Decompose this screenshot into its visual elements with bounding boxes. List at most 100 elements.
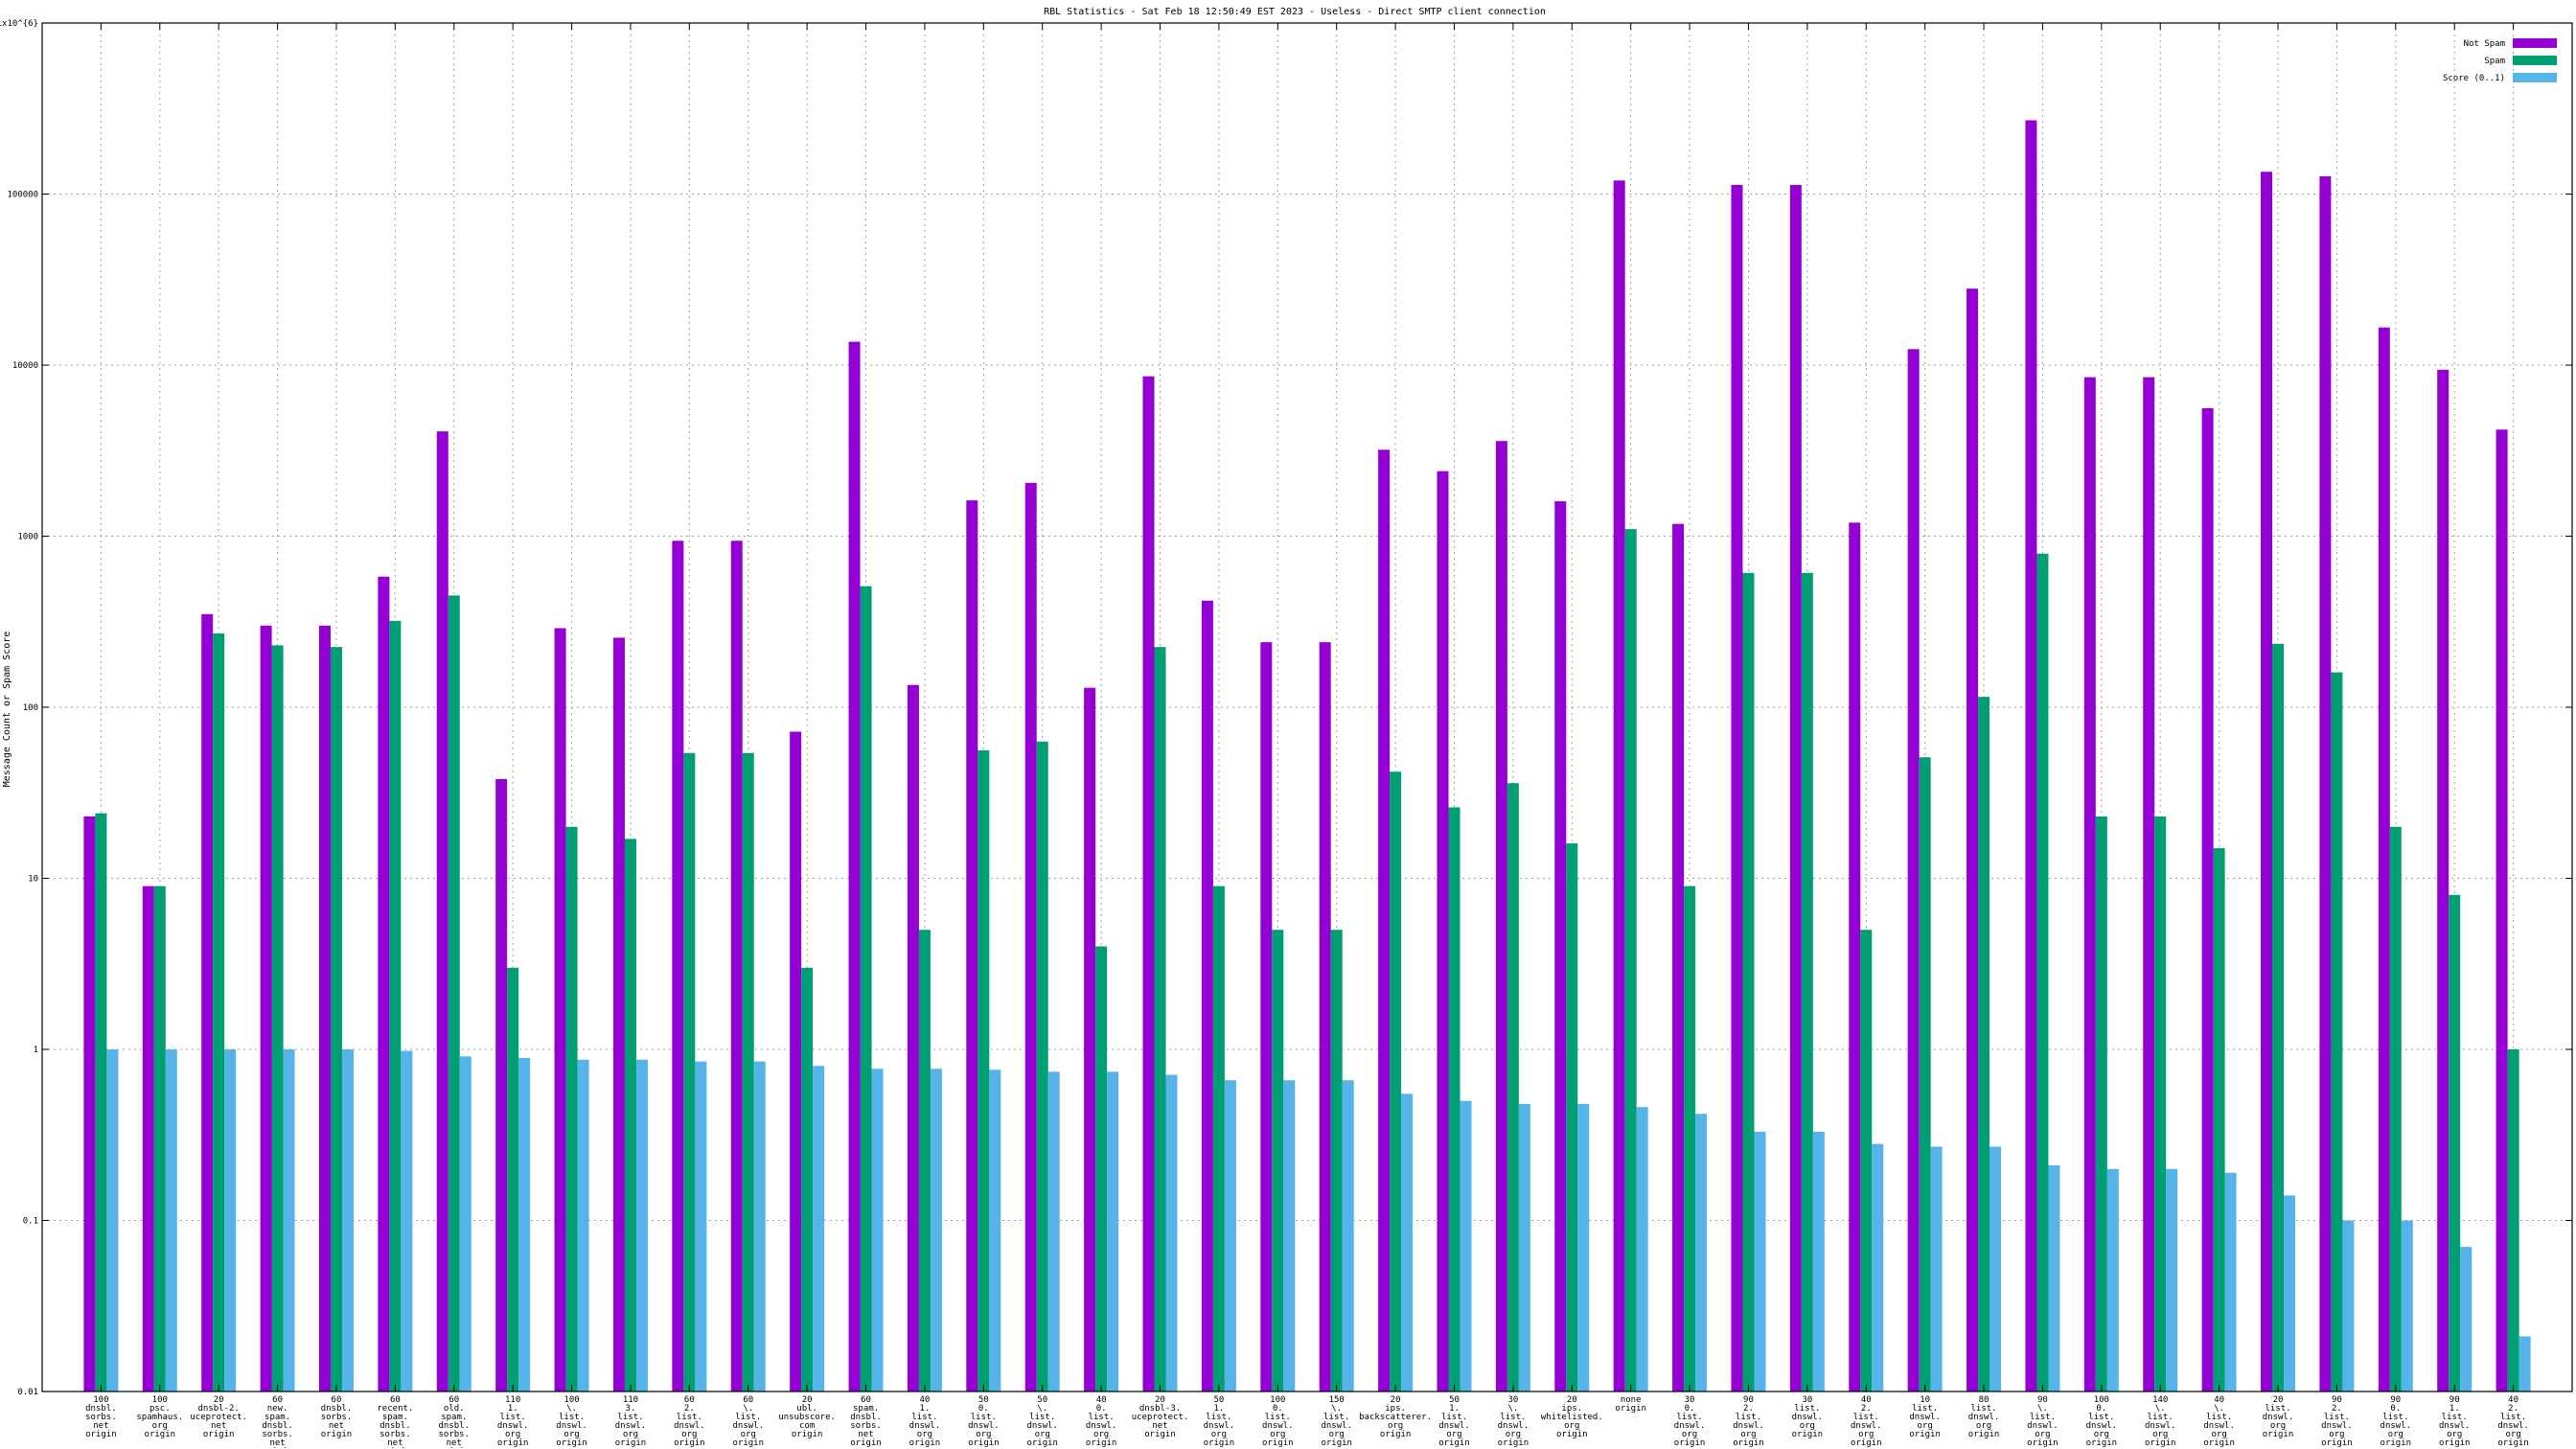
legend: Not Spam Spam Score (0..1) [2443, 38, 2557, 83]
bar-score-0-1 [1577, 1103, 1590, 1392]
x-tick-label: 30 \. list. dnswl. org origin [1498, 1395, 1530, 1448]
bar-not-spam [1731, 185, 1743, 1392]
x-tick-label: 40 1. list. dnswl. org origin [909, 1395, 941, 1448]
bar-not-spam [201, 613, 214, 1392]
bar-not-spam [966, 500, 978, 1392]
x-tick-label: 20 ubl. unsubscore. com origin [778, 1395, 836, 1439]
x-tick-label: 30 list. dnswl. org origin [1792, 1395, 1824, 1439]
bar-not-spam [1084, 687, 1096, 1392]
bar-score-0-1 [1636, 1107, 1648, 1392]
bar-not-spam [790, 731, 802, 1392]
bar-spam [2449, 894, 2461, 1392]
x-tick-label: 110 3. list. dnswl. org origin [615, 1395, 647, 1448]
y-tick-label: 1 [34, 1046, 38, 1055]
x-tick-label: 150 \. list. dnswl. org origin [1321, 1395, 1352, 1448]
bar-not-spam [2025, 120, 2037, 1392]
bar-not-spam [2201, 407, 2214, 1392]
bar-not-spam [2319, 175, 2332, 1392]
bar-score-0-1 [341, 1049, 354, 1392]
bar-spam [1272, 930, 1284, 1392]
bar-spam [1566, 843, 1578, 1392]
bar-not-spam [1378, 449, 1391, 1392]
x-tick-label: 50 1. list. dnswl. org origin [1438, 1395, 1470, 1448]
bar-spam [1390, 771, 1402, 1392]
bar-score-0-1 [871, 1069, 884, 1392]
bar-spam [1978, 697, 1990, 1392]
bar-score-0-1 [695, 1061, 707, 1392]
axis-ticks: 0.01 0.1 1 10 100 1000 10000 100000 1x10^{6} 100 d… [0, 19, 2572, 1449]
bar-spam [1036, 741, 1048, 1392]
bar-score-0-1 [2460, 1247, 2472, 1392]
bar-score-0-1 [2518, 1336, 2531, 1392]
x-tick-label: 90 0. list. dnswl. org origin [2380, 1395, 2412, 1448]
y-tick-label: 10 [28, 875, 38, 885]
bar-not-spam [612, 637, 625, 1392]
chart-title: RBL Statistics - Sat Feb 18 12:50:49 EST… [1044, 7, 1546, 17]
bar-spam [742, 752, 754, 1392]
y-tick-label: 0.1 [23, 1217, 38, 1227]
bar-not-spam [907, 684, 919, 1392]
bar-spam [1801, 572, 1813, 1392]
bar-score-0-1 [753, 1061, 766, 1392]
bar-spam [1860, 930, 1873, 1392]
bar-spam [2213, 848, 2225, 1392]
x-tick-label: 100 \. list. dnswl. org origin [556, 1395, 587, 1448]
x-tick-label: 50 0. list. dnswl. org origin [968, 1395, 1000, 1448]
bar-score-0-1 [1283, 1080, 1296, 1392]
bar-not-spam [1554, 501, 1567, 1392]
x-tick-label: 100 0. list. dnswl. org origin [2086, 1395, 2118, 1448]
bar-spam [1684, 886, 1696, 1392]
bar-not-spam [1789, 185, 1802, 1392]
bar-spam [1154, 647, 1166, 1392]
bar-score-0-1 [1047, 1071, 1060, 1392]
bar-spam [1212, 886, 1225, 1392]
x-tick-label: 100 0. list. dnswl. org origin [1262, 1395, 1294, 1448]
bar-score-0-1 [1165, 1074, 1178, 1392]
bar-spam [389, 620, 402, 1392]
bar-score-0-1 [2401, 1220, 2413, 1392]
bar-score-0-1 [1812, 1131, 1825, 1392]
bar-spam [507, 967, 519, 1392]
x-tick-label: 60 dnsbl. sorbs. net origin [321, 1395, 353, 1439]
bar-not-spam [848, 341, 861, 1392]
bar-not-spam [1495, 441, 1507, 1392]
x-tick-label: 50 1. list. dnswl. org origin [1204, 1395, 1235, 1448]
bar-series [83, 120, 2531, 1392]
bar-not-spam [1672, 523, 1685, 1392]
bar-spam [1624, 529, 1637, 1392]
bar-spam [978, 749, 990, 1392]
bar-score-0-1 [401, 1050, 413, 1392]
bar-score-0-1 [165, 1049, 177, 1392]
legend-swatch [2513, 38, 2557, 48]
bar-score-0-1 [577, 1059, 589, 1392]
y-tick-label: 1000 [17, 533, 38, 542]
y-tick-label: 0.01 [17, 1388, 38, 1397]
y-tick-label: 100000 [7, 191, 38, 200]
x-tick-label: 90 \. list. dnswl. org origin [2027, 1395, 2058, 1448]
bar-score-0-1 [2284, 1195, 2296, 1392]
bar-score-0-1 [1872, 1143, 1884, 1392]
bar-not-spam [1319, 642, 1331, 1392]
bar-score-0-1 [1107, 1071, 1119, 1392]
bar-not-spam [1966, 288, 1979, 1392]
bar-score-0-1 [224, 1049, 237, 1392]
bar-not-spam [1907, 349, 1920, 1392]
bar-spam [860, 586, 872, 1392]
bar-score-0-1 [518, 1058, 531, 1392]
x-tick-label: 60 \. list. dnswl. org origin [732, 1395, 764, 1448]
bar-spam [153, 886, 166, 1392]
bar-not-spam [2143, 377, 2155, 1392]
x-tick-label: 20 dnsbl-2. uceprotect. net origin [190, 1395, 247, 1439]
x-tick-label: 90 2. list. dnswl. org origin [1733, 1395, 1764, 1448]
bar-not-spam [2437, 369, 2450, 1392]
bar-score-0-1 [1342, 1080, 1354, 1392]
y-tick-label: 1x10^{6} [0, 19, 38, 29]
x-tick-label: 10 list. dnswl. org origin [1909, 1395, 1941, 1439]
bar-not-spam [1260, 642, 1273, 1392]
bar-score-0-1 [1224, 1080, 1236, 1392]
bar-score-0-1 [1754, 1131, 1766, 1392]
bar-not-spam [1849, 522, 1861, 1392]
